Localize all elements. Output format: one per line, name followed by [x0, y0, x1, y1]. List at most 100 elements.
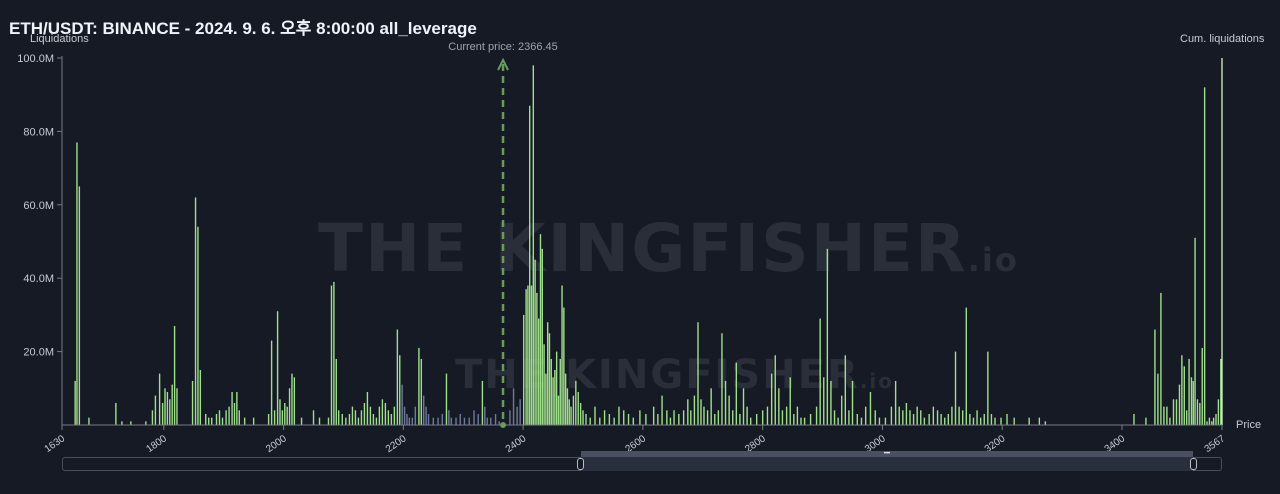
liquidation-bar: [418, 347, 420, 425]
liquidation-bar: [115, 402, 117, 425]
liquidation-bar: [979, 417, 982, 425]
liquidation-bar: [291, 373, 293, 425]
liquidation-bar: [994, 417, 996, 425]
liquidation-bar: [632, 417, 635, 425]
liquidation-bar: [169, 399, 171, 425]
liquidation-bar: [1013, 417, 1015, 425]
liquidation-bar: [575, 380, 577, 425]
x-tick-label: 2000: [264, 433, 289, 455]
liquidation-bar: [1183, 366, 1185, 425]
liquidation-bar: [1181, 355, 1183, 425]
liquidation-bar: [800, 417, 802, 425]
liquidation-bar: [894, 380, 897, 425]
liquidation-bar: [706, 410, 709, 425]
liquidation-bar: [490, 417, 492, 425]
liquidation-bar: [477, 413, 479, 425]
liquidation-bar: [381, 399, 384, 425]
liquidation-bar: [1194, 237, 1196, 425]
range-window-handle-bar[interactable]: [581, 451, 1193, 457]
liquidation-bar: [661, 395, 663, 425]
range-scrollbar[interactable]: •••: [62, 451, 1222, 471]
y-tick-label: 40.0M: [23, 273, 54, 285]
liquidation-bar: [594, 406, 596, 425]
liquidation-bar: [554, 369, 556, 425]
liquidation-bar: [516, 406, 518, 425]
range-right-handle[interactable]: [1190, 458, 1197, 470]
liquidation-bar: [570, 406, 572, 425]
range-left-handle[interactable]: [577, 458, 584, 470]
liquidation-bar: [742, 388, 745, 425]
liquidation-bar: [357, 417, 360, 425]
liquidation-bar: [878, 417, 881, 425]
liquidation-bar: [623, 410, 625, 425]
liquidation-bar: [76, 142, 78, 425]
liquidation-bar: [211, 417, 213, 425]
liquidation-bar: [793, 413, 795, 425]
liquidation-bar: [585, 413, 587, 425]
liquidation-bar: [947, 413, 950, 425]
liquidation-bar: [425, 406, 427, 425]
liquidation-bar: [770, 373, 773, 425]
y-tick-label: 80.0M: [23, 126, 54, 138]
range-grip-icon[interactable]: •••: [883, 451, 891, 457]
liquidation-bar: [972, 417, 975, 425]
liquidation-bar: [1188, 358, 1190, 425]
liquidation-bar: [151, 410, 154, 425]
liquidation-bar: [403, 406, 406, 425]
liquidation-bar: [267, 413, 270, 425]
liquidation-bar: [450, 417, 452, 425]
liquidation-bar: [414, 406, 417, 425]
liquidation-bar: [983, 413, 985, 425]
liquidation-bar: [1028, 417, 1030, 425]
liquidation-bar: [774, 355, 776, 425]
liquidation-bar: [158, 373, 161, 425]
range-window[interactable]: •••: [577, 451, 1197, 471]
liquidation-bar: [902, 410, 904, 425]
liquidation-bar: [233, 402, 236, 425]
liquidation-bar: [732, 410, 734, 425]
liquidation-bar: [613, 417, 615, 425]
liquidation-bar: [909, 410, 911, 425]
liquidation-bar: [525, 289, 527, 425]
liquidation-bar: [173, 325, 176, 425]
liquidation-bar: [789, 377, 791, 425]
liquidation-bar: [582, 410, 584, 425]
liquidation-bar: [1133, 413, 1135, 425]
liquidation-bar: [1163, 406, 1165, 425]
liquidation-bar: [369, 406, 372, 425]
liquidation-bar: [735, 362, 738, 425]
liquidation-bar: [468, 417, 470, 425]
liquidation-bar: [809, 413, 812, 425]
liquidation-bar: [954, 351, 957, 425]
y-tick-label: 60.0M: [23, 200, 54, 212]
liquidation-bar: [961, 410, 964, 425]
liquidation-bar: [252, 417, 255, 425]
liquidation-bar: [796, 406, 799, 425]
liquidation-bar: [746, 406, 748, 425]
liquidation-bar: [951, 406, 953, 425]
liquidation-bar: [819, 318, 821, 425]
liquidation-bar: [830, 380, 832, 425]
liquidation-bar: [484, 406, 486, 425]
liquidation-bar: [1185, 410, 1188, 425]
liquidation-bar: [761, 410, 764, 425]
liquidation-bar: [199, 369, 202, 425]
liquidation-bar: [627, 413, 630, 425]
liquidation-bar: [1192, 380, 1194, 425]
x-tick-label: 1630: [43, 433, 68, 455]
current-price-marker: Current price: 2366.45: [448, 41, 558, 428]
liquidation-bar: [923, 417, 926, 425]
liquidation-bar: [666, 410, 668, 425]
liquidation-bar: [564, 373, 567, 425]
liquidation-bar: [166, 391, 169, 425]
liquidation-bar: [423, 395, 425, 425]
liquidation-bar: [536, 292, 538, 425]
liquidation-bar: [293, 377, 296, 425]
watermark-large: THE KINGFISHER.io: [318, 210, 1019, 287]
liquidation-bar: [1220, 358, 1222, 425]
liquidation-bar: [164, 388, 166, 425]
liquidation-bar: [557, 395, 560, 425]
liquidation-bar: [512, 388, 515, 425]
liquidation-bar: [372, 413, 375, 425]
